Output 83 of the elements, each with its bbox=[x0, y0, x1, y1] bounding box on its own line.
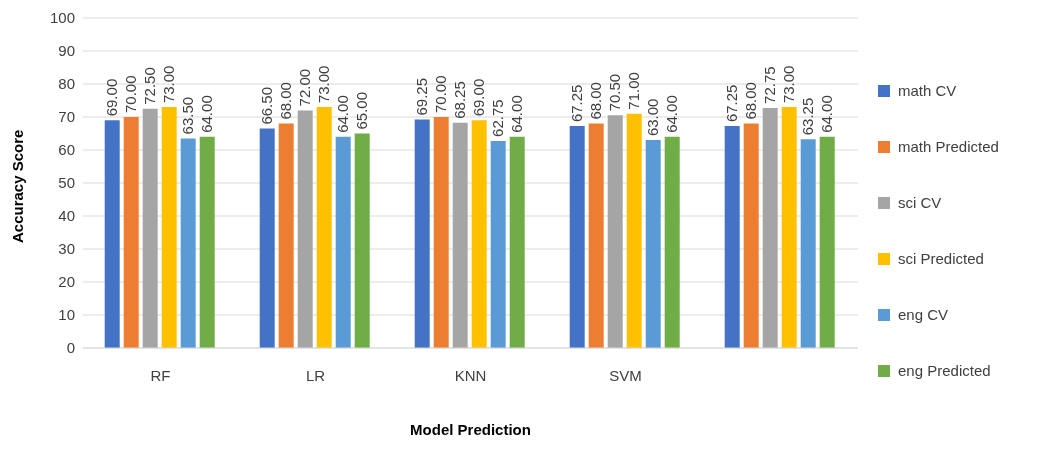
bar bbox=[123, 117, 139, 348]
data-label: 73.00 bbox=[780, 65, 798, 104]
data-label: 70.50 bbox=[606, 73, 624, 112]
data-label: 62.75 bbox=[489, 99, 507, 137]
data-label: 73.00 bbox=[160, 65, 178, 104]
data-label: 73.00 bbox=[315, 65, 333, 104]
y-tick-label: 10 bbox=[58, 306, 75, 324]
bar bbox=[354, 133, 370, 348]
bar bbox=[607, 115, 623, 348]
legend-label: eng Predicted bbox=[898, 362, 991, 379]
data-label: 68.00 bbox=[277, 82, 295, 120]
bar bbox=[259, 128, 275, 348]
bar bbox=[297, 110, 313, 348]
bar bbox=[509, 136, 525, 348]
bar bbox=[626, 113, 642, 348]
y-tick-label: 30 bbox=[58, 240, 75, 258]
bar bbox=[490, 140, 506, 348]
data-label: 68.00 bbox=[742, 82, 760, 120]
y-tick-label: 90 bbox=[58, 42, 75, 60]
data-label: 72.50 bbox=[141, 67, 159, 105]
data-label: 72.00 bbox=[296, 68, 314, 107]
data-label: 68.25 bbox=[451, 81, 469, 119]
legend-label: math Predicted bbox=[898, 138, 999, 155]
data-label: 68.00 bbox=[587, 82, 605, 120]
bar bbox=[588, 123, 604, 348]
x-tick-label: RF bbox=[150, 366, 171, 384]
bar bbox=[569, 126, 585, 348]
data-label: 64.00 bbox=[508, 95, 526, 133]
bar bbox=[278, 123, 294, 348]
data-label: 64.00 bbox=[198, 95, 216, 133]
bar bbox=[316, 107, 332, 348]
y-tick-label: 60 bbox=[58, 141, 75, 159]
bar bbox=[104, 120, 120, 348]
data-label: 66.50 bbox=[258, 87, 276, 125]
bar bbox=[433, 117, 449, 348]
y-tick-label: 100 bbox=[49, 9, 75, 27]
data-label: 65.00 bbox=[353, 91, 371, 130]
data-label: 71.00 bbox=[625, 72, 643, 110]
bar bbox=[142, 108, 158, 348]
x-tick-label: KNN bbox=[454, 366, 487, 384]
bar bbox=[335, 136, 351, 348]
data-label: 70.00 bbox=[432, 75, 450, 113]
legend-label: eng CV bbox=[898, 306, 949, 323]
bar bbox=[724, 126, 740, 348]
data-label: 67.25 bbox=[568, 84, 586, 123]
bar bbox=[819, 136, 835, 348]
bar bbox=[645, 140, 661, 348]
bar bbox=[180, 138, 196, 348]
data-label: 69.25 bbox=[413, 77, 431, 116]
data-label: 69.00 bbox=[470, 78, 488, 117]
y-tick-label: 70 bbox=[58, 108, 75, 126]
bar bbox=[664, 136, 680, 348]
bar bbox=[452, 122, 468, 348]
bar bbox=[471, 120, 487, 348]
y-tick-label: 40 bbox=[58, 207, 75, 225]
data-label: 63.00 bbox=[644, 98, 662, 137]
bar bbox=[199, 136, 215, 348]
x-tick-label: SVM bbox=[609, 366, 642, 384]
data-label: 63.25 bbox=[799, 97, 817, 136]
data-label: 64.00 bbox=[334, 95, 352, 133]
bar bbox=[800, 139, 816, 348]
x-tick-label: LR bbox=[305, 366, 326, 384]
bar bbox=[414, 119, 430, 348]
y-tick-label: 20 bbox=[58, 273, 75, 291]
data-label: 63.50 bbox=[179, 96, 197, 135]
bar bbox=[762, 107, 778, 348]
data-label: 64.00 bbox=[663, 95, 681, 133]
data-label: 67.25 bbox=[723, 84, 741, 123]
legend-label: sci Predicted bbox=[898, 250, 984, 267]
x-axis-title: Model Prediction bbox=[410, 421, 531, 438]
data-label: 64.00 bbox=[818, 95, 836, 133]
bar bbox=[781, 107, 797, 348]
legend-label: math CV bbox=[898, 82, 957, 99]
y-tick-label: 0 bbox=[66, 339, 75, 357]
data-label: 70.00 bbox=[122, 75, 140, 113]
bar bbox=[161, 107, 177, 348]
y-tick-label: 80 bbox=[58, 75, 75, 93]
y-axis-title: Accuracy Score bbox=[9, 129, 27, 243]
y-tick-label: 50 bbox=[58, 174, 75, 192]
data-label: 69.00 bbox=[103, 78, 121, 117]
data-label: 72.75 bbox=[761, 66, 779, 104]
bar bbox=[743, 123, 759, 348]
legend-label: sci CV bbox=[898, 194, 942, 211]
